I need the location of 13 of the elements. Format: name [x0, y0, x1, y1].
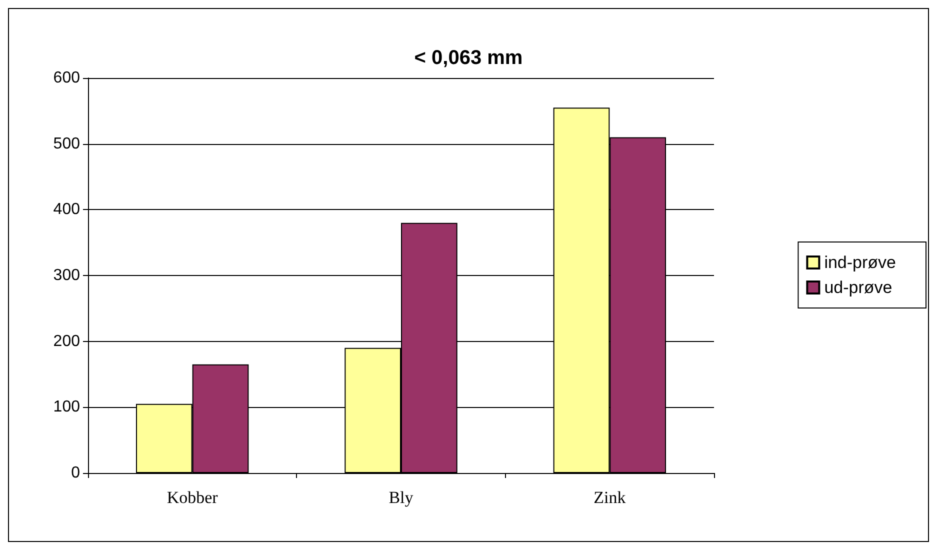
x-tick-label: Bly [388, 488, 414, 507]
y-tick-label: 200 [53, 332, 80, 350]
y-tick-label: 0 [71, 464, 80, 482]
x-tick-label: Zink [594, 488, 626, 507]
x-tick-label: Kobber [166, 488, 218, 507]
y-tick-label: 500 [53, 135, 80, 152]
y-tick-label: 100 [53, 398, 80, 416]
y-tick-label: 400 [53, 201, 80, 218]
y-tick-label: 600 [53, 70, 80, 86]
legend-label: ind-prøve [824, 253, 896, 272]
legend-label: ud-prøve [824, 278, 892, 297]
chart-title: < 0,063 mm [414, 47, 523, 69]
y-tick-label: 300 [53, 267, 80, 284]
